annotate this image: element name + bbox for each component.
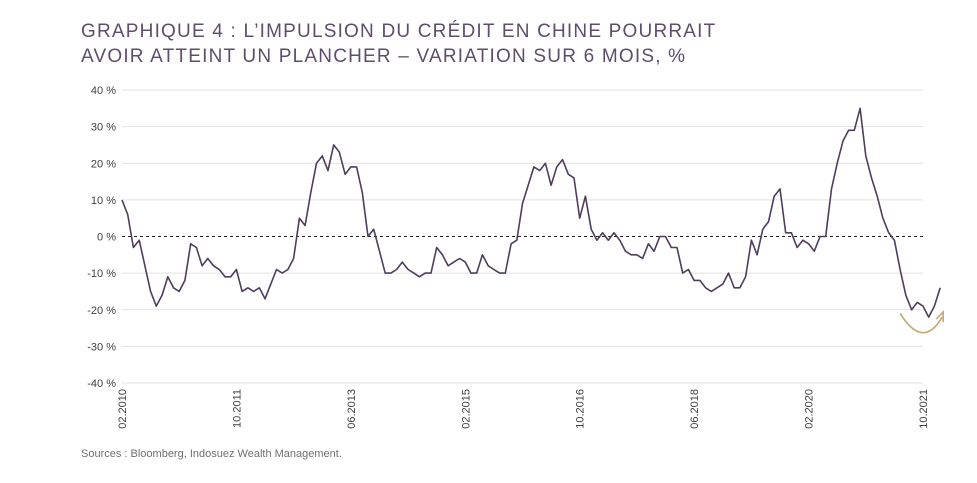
series-layer	[121, 107, 941, 318]
x-tick-label: 10.2016	[575, 389, 587, 429]
x-tick-label: 02.2015	[460, 389, 472, 429]
x-tick-label: 02.2020	[804, 389, 816, 429]
y-tick-label: 30 %	[91, 122, 116, 134]
y-tick-label: 0 %	[97, 232, 116, 244]
y-tick-label: 40 %	[91, 85, 116, 97]
gridlines	[122, 89, 923, 384]
source-note: Sources : Bloomberg, Indosuez Wealth Man…	[81, 448, 342, 460]
upturn-arrow-head	[935, 310, 944, 323]
x-tick-label: 02.2010	[117, 389, 129, 429]
chart-title: GRAPHIQUE 4 : L’IMPULSION DU CRÉDIT EN C…	[81, 19, 716, 69]
credit-impulse-series-line	[121, 107, 941, 318]
y-tick-label: -20 %	[87, 305, 116, 317]
y-tick-label: -30 %	[87, 341, 116, 353]
y-tick-label: 20 %	[91, 158, 116, 170]
y-axis-tick-labels: 40 % 30 % 20 % 10 % 0 % -10 % -20 % -30 % -40 %	[87, 85, 116, 390]
y-tick-label: -40 %	[87, 378, 116, 390]
chart-title-line-1: GRAPHIQUE 4 : L’IMPULSION DU CRÉDIT EN C…	[81, 21, 717, 42]
x-tick-label: 10.2021	[918, 389, 930, 429]
upturn-arrow-curve	[899, 312, 943, 334]
y-tick-label: -10 %	[87, 268, 116, 280]
x-tick-label: 10.2011	[231, 389, 243, 428]
x-tick-label: 06.2018	[689, 389, 701, 429]
annotation-layer	[899, 310, 944, 334]
x-axis-tick-labels: 02.2010 10.2011 06.2013 02.2015 10.2016 06.20…	[117, 389, 930, 429]
chart-title-line-2: AVOIR ATTEINT UN PLANCHER – VARIATION SU…	[81, 46, 687, 67]
y-tick-label: 10 %	[91, 195, 116, 207]
x-tick-label: 06.2013	[346, 389, 358, 429]
